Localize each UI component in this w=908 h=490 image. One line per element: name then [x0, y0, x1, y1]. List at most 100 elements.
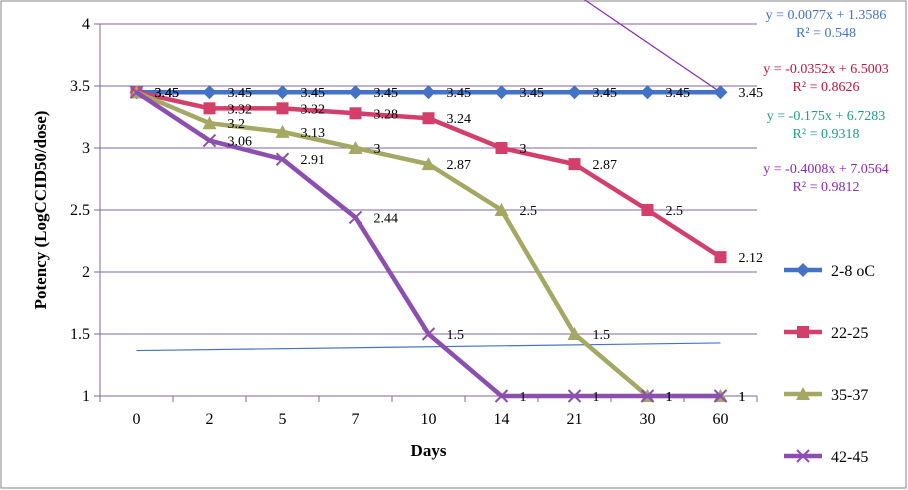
- data-point-square: [495, 142, 508, 154]
- data-point-diamond: [567, 85, 582, 100]
- data-point-triangle: [348, 141, 363, 154]
- trendline-r2: R² = 0.9812: [793, 180, 860, 195]
- data-point-square: [203, 102, 216, 115]
- data-label: 3.45: [155, 86, 180, 101]
- legend-label: 35-37: [831, 387, 868, 404]
- legend-label: 22-25: [831, 325, 868, 342]
- data-point-triangle: [202, 116, 217, 130]
- data-label: 3.45: [228, 86, 253, 101]
- data-point-x: [348, 210, 363, 225]
- data-point-triangle: [796, 387, 810, 400]
- y-tick-label: 2: [82, 264, 90, 281]
- data-point-diamond: [421, 85, 436, 100]
- data-point-triangle: [421, 157, 436, 171]
- trendline-r2: R² = 0.548: [796, 26, 856, 41]
- trendline: [583, 0, 721, 93]
- data-point-x: [129, 85, 144, 99]
- trendline-equation: y = -0.0352x + 6.5003: [763, 62, 888, 77]
- y-tick-label: 1.5: [70, 326, 90, 343]
- data-label: 3.28: [374, 107, 399, 122]
- trendline-equation: y = -0.4008x + 7.0564: [763, 162, 888, 177]
- data-point-diamond: [640, 85, 655, 100]
- data-point-diamond: [348, 85, 363, 100]
- data-label: 3.45: [301, 86, 326, 101]
- data-label: 1: [739, 390, 746, 405]
- trendline: [136, 342, 721, 352]
- data-point-x: [275, 152, 290, 166]
- data-point-diamond: [275, 85, 290, 100]
- data-label: 3.45: [155, 86, 180, 101]
- data-label: 1: [666, 390, 673, 405]
- data-label: 3.45: [374, 86, 399, 101]
- data-label: 1.5: [593, 328, 611, 343]
- x-tick-label: 10: [421, 411, 437, 428]
- data-point-x: [713, 389, 728, 403]
- data-label: 3.13: [301, 126, 326, 141]
- data-label: 3.45: [155, 86, 180, 101]
- data-label: 2.5: [520, 204, 538, 219]
- data-label: 1: [666, 390, 673, 405]
- data-point-x: [796, 449, 810, 463]
- y-tick-label: 3.5: [70, 78, 90, 95]
- x-tick-label: 21: [567, 411, 583, 428]
- data-point-x: [421, 327, 436, 341]
- data-label: 3.32: [228, 102, 253, 117]
- data-label: 2.44: [374, 211, 399, 226]
- x-axis-title: Days: [411, 441, 447, 460]
- data-point-diamond: [713, 85, 728, 100]
- data-point-square: [349, 107, 362, 120]
- data-point-square: [422, 112, 435, 125]
- data-label: 3.45: [447, 86, 472, 101]
- data-label: 1: [739, 390, 746, 405]
- data-label: 3.32: [301, 102, 326, 117]
- x-tick-label: 5: [279, 411, 287, 428]
- trendline-equation: y = 0.0077x + 1.3586: [766, 8, 887, 23]
- x-tick-label: 0: [133, 411, 141, 428]
- data-point-x: [494, 389, 509, 403]
- data-label: 3.45: [666, 86, 691, 101]
- data-point-triangle: [494, 203, 509, 216]
- x-tick-label: 2: [206, 411, 214, 428]
- data-label: 3: [520, 142, 527, 157]
- data-label: 3: [374, 142, 381, 157]
- y-tick-label: 2.5: [70, 202, 90, 219]
- data-point-square: [568, 158, 581, 171]
- data-label: 3.06: [228, 135, 253, 150]
- data-label: 1: [593, 390, 600, 405]
- data-label: 1: [520, 390, 527, 405]
- data-label: 2.91: [301, 153, 326, 168]
- data-label: 3.45: [593, 86, 618, 101]
- data-point-triangle: [567, 327, 582, 340]
- trendline-equation: y = -0.175x + 6.7283: [767, 109, 885, 124]
- data-point-diamond: [202, 85, 217, 100]
- data-label: 2.87: [593, 158, 618, 173]
- data-label: 2.87: [447, 158, 472, 173]
- data-point-x: [202, 133, 217, 148]
- data-label: 2.12: [739, 251, 764, 266]
- data-point-diamond: [494, 85, 509, 100]
- x-tick-label: 7: [352, 411, 360, 428]
- trendline-r2: R² = 0.9318: [793, 127, 860, 142]
- data-point-square: [714, 251, 727, 264]
- data-label: 3.45: [739, 86, 764, 101]
- data-point-square: [641, 204, 654, 216]
- data-label: 3.2: [228, 117, 246, 132]
- data-label: 3.24: [447, 112, 472, 127]
- data-point-diamond: [796, 263, 810, 277]
- y-tick-label: 1: [82, 388, 90, 405]
- data-point-x: [567, 389, 582, 403]
- data-label: 2.5: [666, 204, 684, 219]
- data-point-x: [640, 389, 655, 403]
- data-point-triangle: [275, 124, 290, 138]
- y-axis-title: Potency (LogCCID50/dose): [31, 111, 50, 310]
- data-point-square: [276, 102, 289, 115]
- data-point-square: [797, 326, 809, 338]
- y-tick-label: 4: [82, 16, 90, 33]
- x-tick-label: 14: [494, 411, 510, 428]
- data-label: 1.5: [447, 328, 465, 343]
- x-tick-label: 60: [713, 411, 729, 428]
- legend-label: 2-8 oC: [831, 263, 875, 280]
